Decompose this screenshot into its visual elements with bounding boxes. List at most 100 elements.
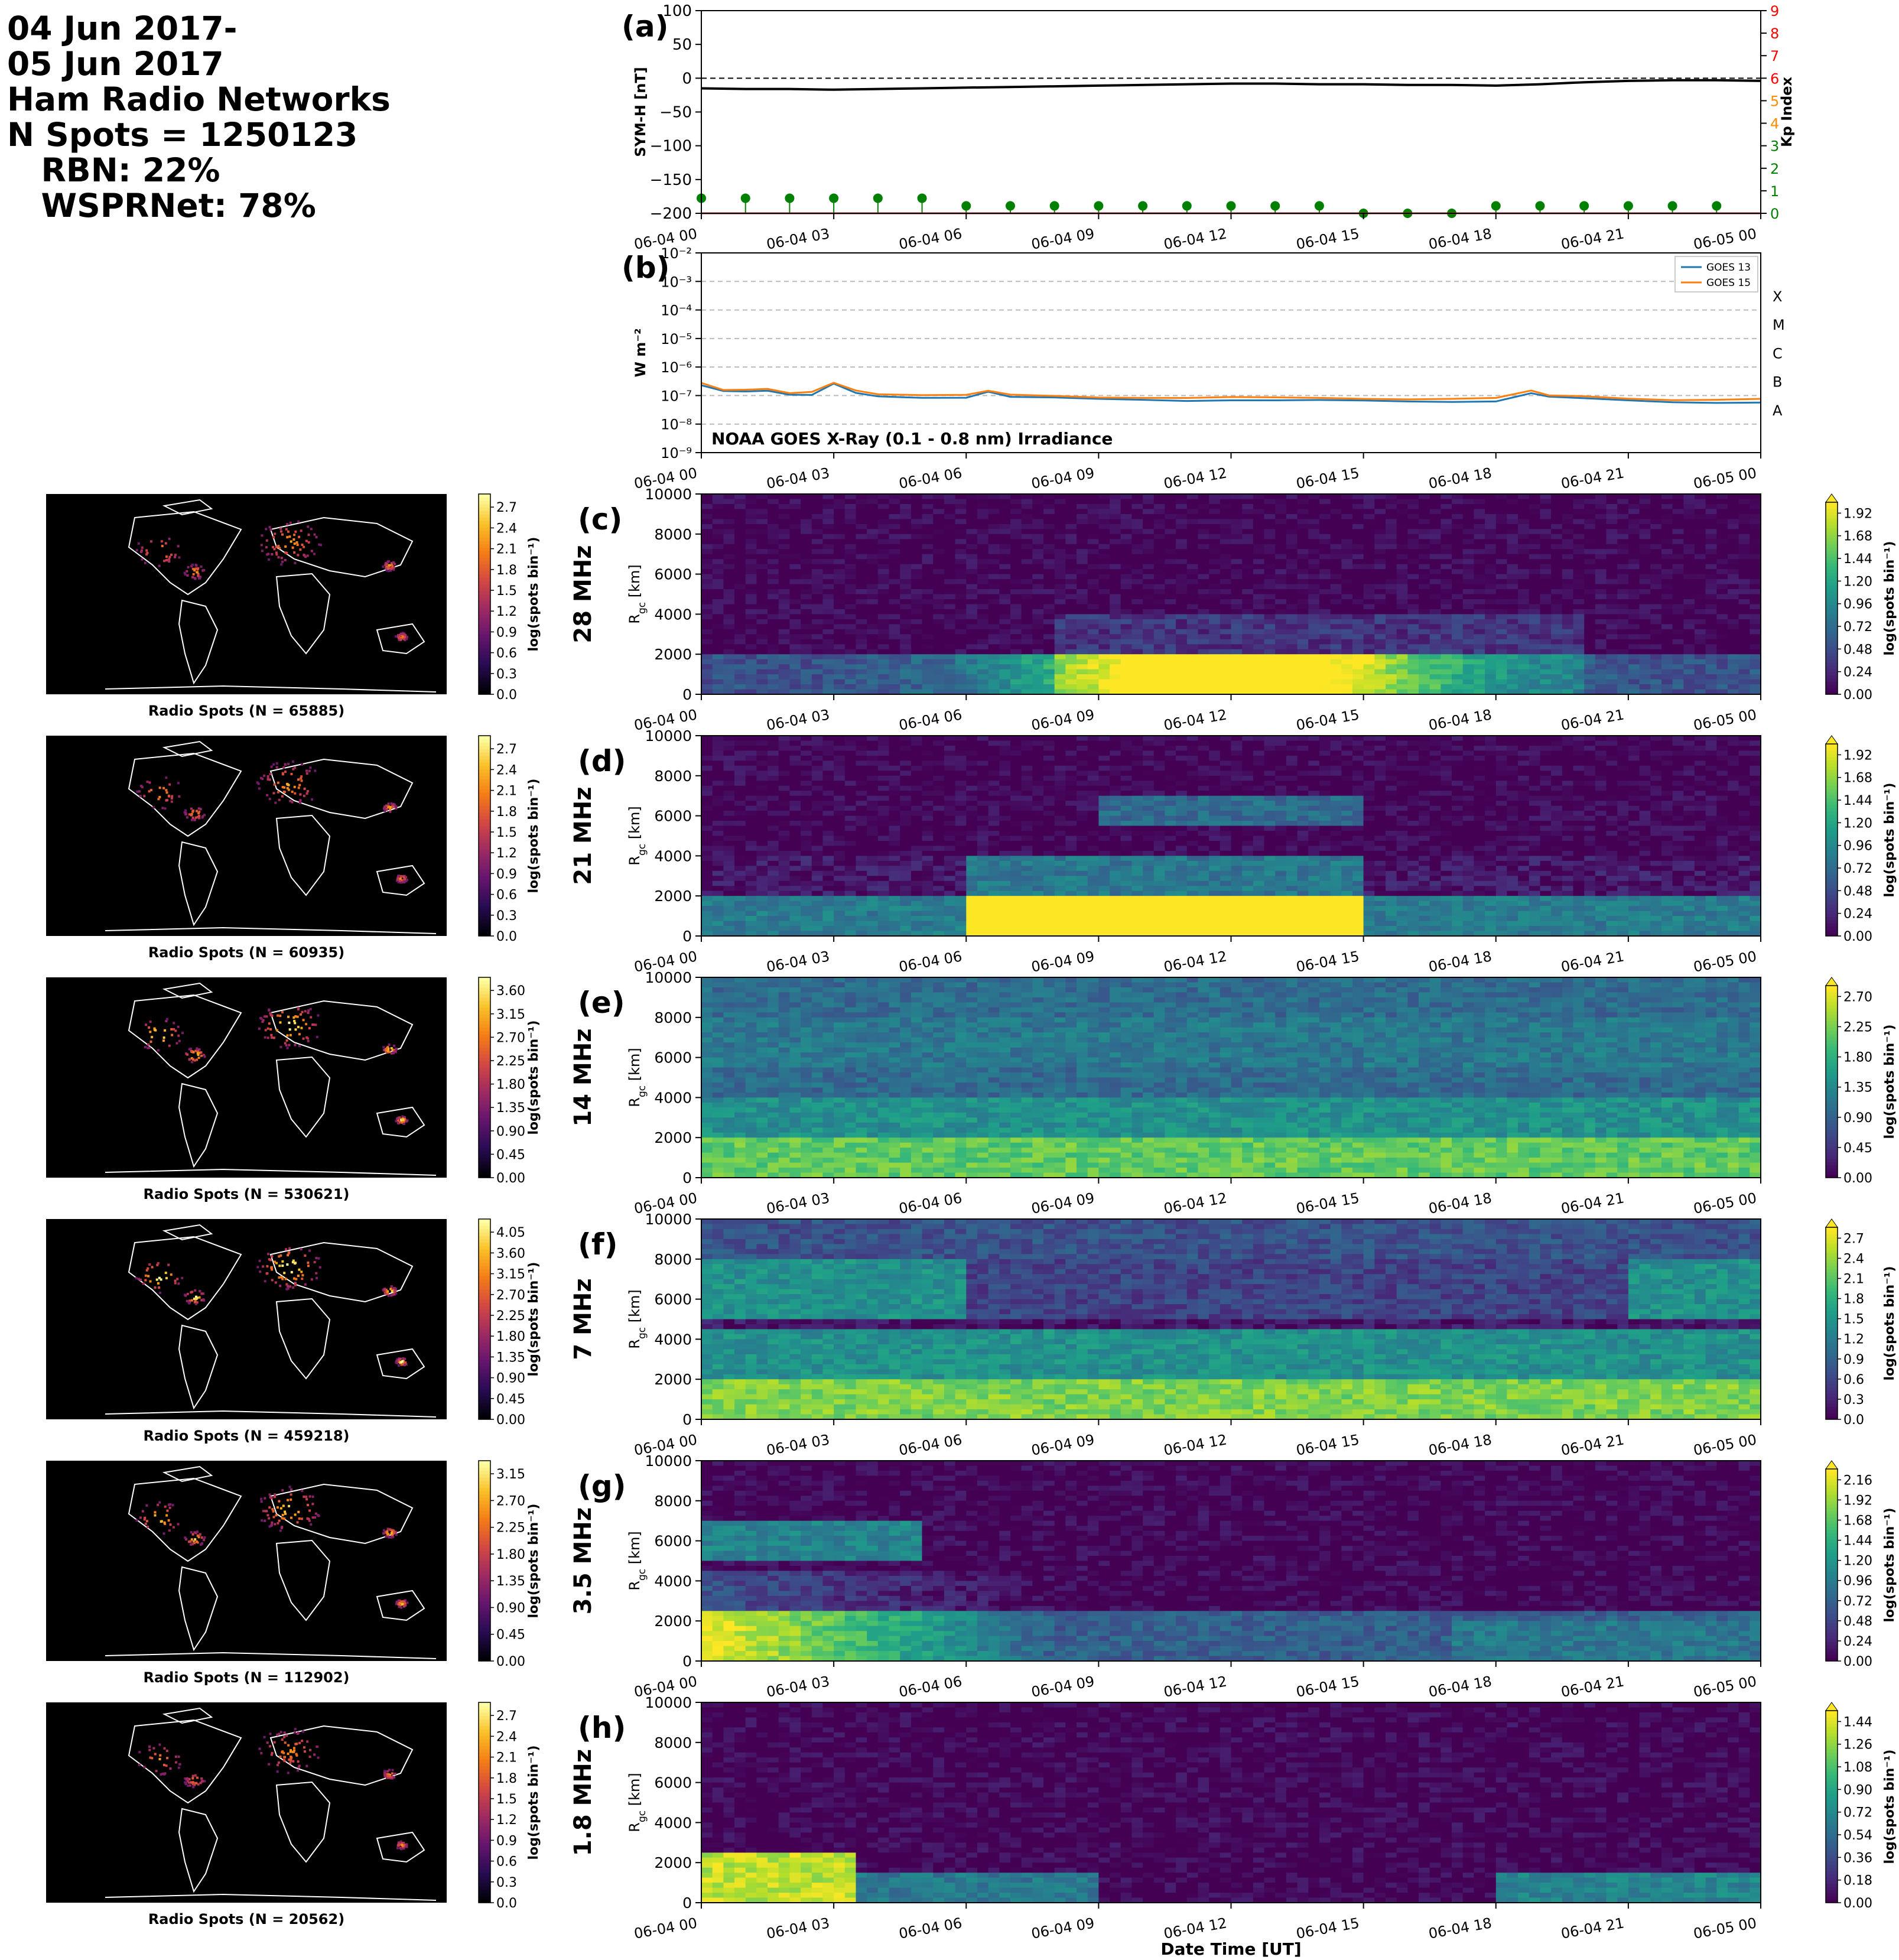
y-tick-label: 10⁻⁶ [661, 359, 692, 376]
heatmap-cell [1121, 674, 1132, 680]
heatmap-cell [911, 619, 922, 625]
heatmap-cell [1440, 624, 1452, 629]
heatmap-cell [889, 594, 900, 600]
heatmap-cell [1253, 539, 1264, 544]
heatmap-cell [1716, 549, 1728, 554]
heatmap-cell [834, 609, 845, 615]
heatmap-cell [701, 906, 713, 911]
heatmap-cell [856, 680, 867, 685]
spot-marker [174, 554, 177, 556]
heatmap-cell [701, 564, 713, 570]
heatmap-cell [746, 846, 757, 851]
heatmap-cell [1407, 559, 1419, 564]
heatmap-cell [1264, 524, 1276, 529]
heatmap-cell [801, 624, 812, 629]
colorbar-tick-label: 1.92 [1843, 506, 1872, 521]
heatmap-cell [845, 659, 856, 665]
heatmap-cell [900, 549, 911, 554]
heatmap-cell [1573, 499, 1585, 505]
heatmap-cell [1352, 664, 1364, 669]
heatmap-cell [1187, 559, 1198, 564]
heatmap-cell [1397, 680, 1408, 685]
heatmap-cell [1077, 684, 1088, 690]
heatmap-cell [1022, 559, 1033, 564]
heatmap-cell [779, 634, 790, 639]
heatmap-cell [1098, 514, 1110, 519]
heatmap-cell [1739, 599, 1750, 604]
heatmap-cell [1397, 524, 1408, 529]
heatmap-cell [1364, 614, 1375, 619]
heatmap-cell [1440, 559, 1452, 564]
heatmap-cell [1352, 659, 1364, 665]
x-tick-label: 06-05 00 [1692, 225, 1758, 252]
heatmap-cell [1628, 494, 1640, 499]
heatmap-cell [1628, 649, 1640, 655]
heatmap-cell [900, 644, 911, 649]
colorbar-segment [1826, 554, 1838, 557]
heatmap-cell [1695, 519, 1706, 524]
heatmap-cell [1032, 634, 1043, 639]
heatmap-cell [1419, 494, 1430, 499]
heatmap-cell [1562, 554, 1573, 560]
heatmap-cell [1308, 684, 1319, 690]
heatmap-cell [1374, 594, 1386, 600]
heatmap-cell [1673, 684, 1684, 690]
heatmap-cell [834, 886, 845, 891]
heatmap-cell [1352, 589, 1364, 594]
heatmap-cell [1341, 494, 1352, 499]
heatmap-cell [1628, 599, 1640, 604]
heatmap-cell [713, 736, 724, 741]
heatmap-cell [801, 760, 812, 766]
map-colorbar-segment [479, 658, 490, 661]
heatmap-cell [1551, 499, 1562, 505]
heatmap-cell [1386, 680, 1397, 685]
heatmap-cell [768, 826, 779, 831]
heatmap-cell [1640, 604, 1651, 610]
heatmap-cell [768, 781, 779, 786]
heatmap-cell [1319, 539, 1331, 544]
heatmap-cell [1352, 599, 1364, 604]
heatmap-cell [834, 866, 845, 871]
heatmap-cell [1220, 529, 1231, 534]
y-axis-label: Rgc [km] [626, 564, 648, 623]
heatmap-cell [1065, 649, 1077, 655]
heatmap-cell [966, 614, 977, 619]
colorbar-segment [1826, 656, 1838, 659]
heatmap-cell [856, 569, 867, 574]
heatmap-cell [1518, 680, 1529, 685]
heatmap-cell [1706, 654, 1717, 659]
heatmap-cell [1419, 529, 1430, 534]
heatmap-cell [1065, 684, 1077, 690]
heatmap-cell [1386, 514, 1397, 519]
heatmap-cell [768, 811, 779, 816]
heatmap-cell [822, 684, 834, 690]
heatmap-cell [1452, 624, 1463, 629]
spot-marker [297, 544, 299, 546]
heatmap-cell [1640, 629, 1651, 635]
heatmap-cell [779, 760, 790, 766]
heatmap-cell [1695, 589, 1706, 594]
heatmap-cell [768, 861, 779, 866]
heatmap-cell [1165, 684, 1176, 690]
heatmap-cell [812, 856, 823, 861]
heatmap-cell [713, 796, 724, 801]
heatmap-cell [779, 559, 790, 564]
heatmap-cell [1374, 604, 1386, 610]
heatmap-cell [1010, 554, 1022, 560]
heatmap-cell [1440, 614, 1452, 619]
heatmap-cell [1728, 564, 1739, 570]
heatmap-cell [1098, 519, 1110, 524]
heatmap-cell [1640, 529, 1651, 534]
heatmap-cell [1529, 559, 1540, 564]
heatmap-cell [1739, 649, 1750, 655]
heatmap-cell [713, 816, 724, 821]
heatmap-cell [999, 534, 1010, 539]
heatmap-cell [1661, 504, 1673, 509]
heatmap-cell [1617, 609, 1628, 615]
heatmap-cell [1463, 504, 1474, 509]
heatmap-cell [1364, 554, 1375, 560]
heatmap-cell [1595, 624, 1607, 629]
heatmap-cell [1573, 524, 1585, 529]
heatmap-cell [1065, 519, 1077, 524]
heatmap-cell [856, 519, 867, 524]
